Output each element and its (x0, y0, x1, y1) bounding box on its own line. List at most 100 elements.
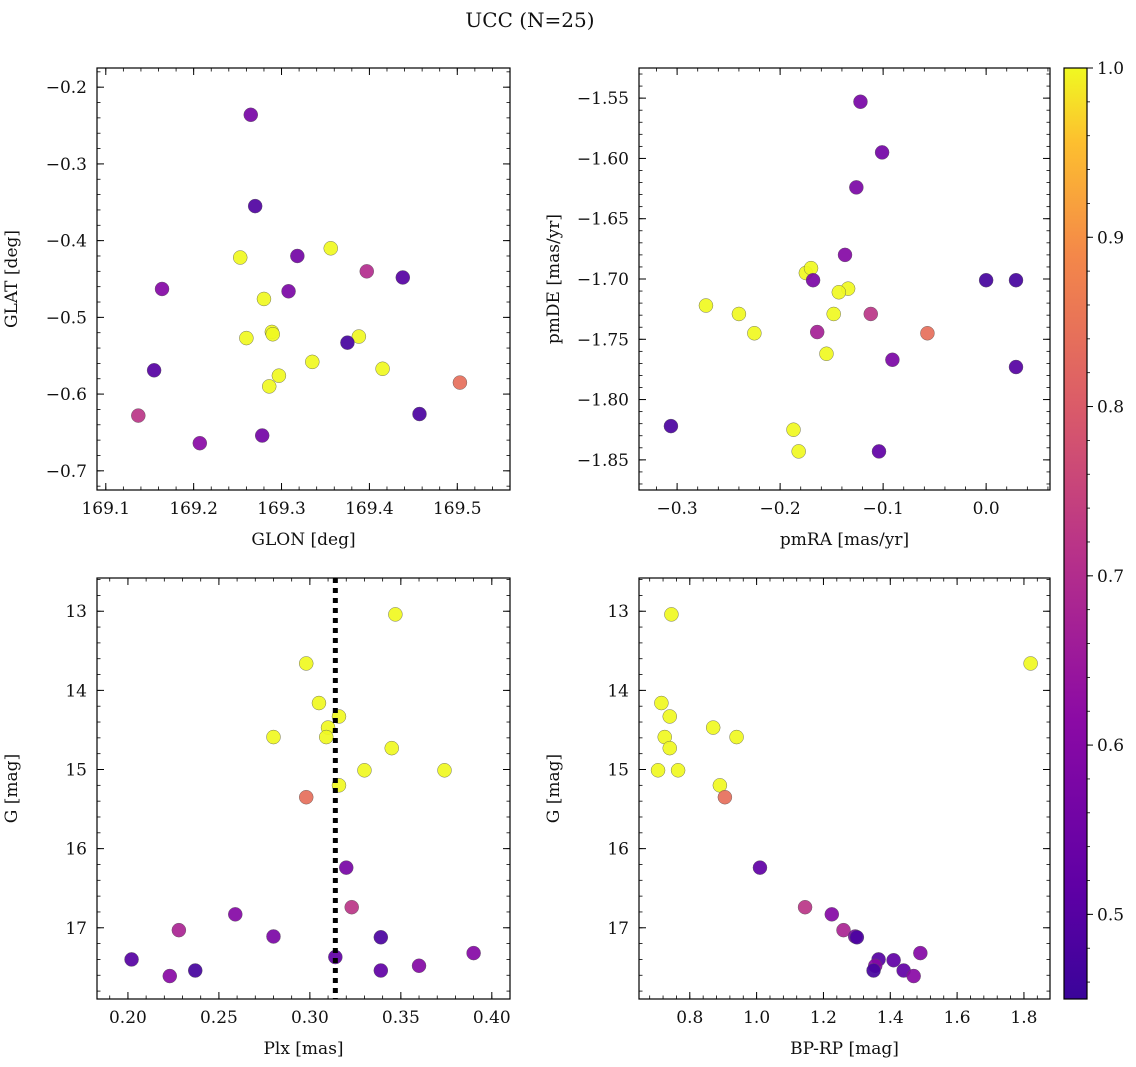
scatter-point (791, 444, 806, 459)
scatter-point (124, 952, 139, 967)
y-tick-label: 17 (607, 919, 629, 939)
y-tick-label: 13 (607, 602, 629, 622)
plot-frame (96, 577, 511, 1000)
x-tick-label: 0.20 (109, 1008, 147, 1028)
scatter-point (319, 729, 334, 745)
scatter-point (906, 968, 921, 984)
x-tick-label: 0.30 (291, 1008, 329, 1028)
scatter-point (663, 418, 679, 434)
x-axis-label: BP-RP [mag] (790, 1039, 899, 1059)
scatter-point (886, 953, 901, 968)
scatter-point (375, 361, 390, 376)
scatter-point (299, 790, 314, 805)
colorbar-tick-label: 0.6 (1097, 736, 1124, 756)
x-tick-label: 169.4 (345, 499, 394, 519)
colorbar-tick-label: 1.0 (1097, 59, 1124, 79)
scatter-panel-1: 169.1 169.2 169.3 169.4 169.5 −0.2 −0.3 −0.4 −0.… (2, 67, 511, 550)
scatter-point (810, 324, 825, 340)
x-tick-label: 169.3 (257, 499, 306, 519)
scatter-point (290, 248, 305, 264)
plot-frame (638, 577, 1051, 1000)
scatter-point (171, 922, 187, 938)
scatter-point (262, 379, 277, 394)
scatter-point (239, 330, 254, 346)
colorbar-tick-label: 0.5 (1097, 905, 1124, 925)
scatter-point (1023, 656, 1038, 671)
colorbar-tick-label: 0.9 (1097, 228, 1124, 248)
y-tick-label: 16 (607, 840, 629, 860)
scatter-point (344, 900, 359, 915)
scatter-point (664, 607, 679, 622)
scatter-point (395, 270, 410, 285)
x-tick-label: 0.35 (382, 1008, 420, 1028)
scatter-point (1008, 273, 1024, 288)
y-tick-label: 14 (607, 681, 629, 701)
scatter-point (357, 763, 372, 778)
scatter-point (849, 180, 864, 195)
y-tick-label: −1.75 (577, 330, 629, 350)
scatter-point (849, 930, 865, 945)
y-tick-label: −0.4 (46, 232, 87, 252)
figure-title: UCC (N=25) (465, 8, 594, 32)
scatter-point (650, 763, 666, 778)
y-tick-label: 14 (65, 681, 87, 701)
scatter-point (786, 422, 801, 437)
y-axis-label: G [mag] (2, 754, 22, 823)
scatter-point (452, 375, 468, 390)
x-tick-label: 169.1 (81, 499, 130, 519)
scatter-point (255, 428, 270, 443)
y-tick-label: 16 (65, 840, 87, 860)
scatter-point (305, 354, 320, 370)
x-tick-label: 0.25 (200, 1008, 238, 1028)
scatter-point (752, 860, 768, 875)
scatter-point (373, 930, 389, 945)
scatter-point (243, 107, 258, 123)
scatter-point (271, 368, 287, 383)
x-tick-label: 169.5 (433, 499, 482, 519)
scatter-point (717, 790, 733, 805)
x-axis-label: GLON [deg] (251, 530, 355, 550)
scatter-point (731, 306, 747, 322)
scatter-point (281, 284, 296, 299)
x-tick-label: 1.6 (944, 1008, 971, 1028)
scatter-point (866, 963, 881, 978)
scatter-point (373, 963, 389, 978)
scatter-point (339, 860, 354, 875)
scatter-panel-2: −0.3 −0.2 −0.1 0.0 −1.55 −1.60 −1.65 −1.70 −1.75… (544, 67, 1051, 550)
scatter-point (874, 145, 890, 160)
scatter-point (256, 291, 272, 307)
scatter-point (146, 363, 162, 378)
y-tick-label: −1.55 (577, 89, 629, 109)
scatter-point (831, 285, 847, 300)
scatter-point (662, 709, 677, 724)
scatter-point (729, 729, 744, 745)
scatter-point (311, 695, 327, 711)
scatter-point (192, 435, 208, 451)
scatter-point (384, 740, 399, 756)
x-tick-label: 0.0 (973, 499, 1000, 519)
x-tick-label: 1.4 (877, 1008, 904, 1028)
colorbar-gradient (1063, 67, 1088, 1000)
y-tick-label: 15 (607, 761, 629, 781)
scatter-point (871, 444, 887, 459)
scatter-panel-4: 0.8 1.0 1.2 1.4 1.6 1.8 13 14 15 16 17 BP-RP [mag] G… (544, 577, 1051, 1059)
x-tick-label: 169.2 (169, 499, 218, 519)
scatter-point (323, 241, 338, 256)
scatter-point (837, 247, 853, 263)
y-tick-label: −1.85 (577, 451, 629, 471)
y-tick-label: 17 (65, 919, 87, 939)
scatter-point (131, 408, 146, 423)
scatter-point (920, 326, 935, 341)
scatter-point (247, 198, 263, 214)
y-axis-label: G [mag] (544, 754, 564, 823)
x-tick-label: 1.2 (810, 1008, 837, 1028)
scatter-point (662, 740, 677, 756)
scatter-point (266, 929, 281, 944)
plot-frame (96, 67, 511, 491)
y-tick-label: 15 (65, 761, 87, 781)
x-tick-label: −0.3 (656, 499, 697, 519)
scatter-point (359, 264, 374, 279)
scatter-point (466, 945, 481, 961)
scatter-point (1008, 359, 1024, 375)
